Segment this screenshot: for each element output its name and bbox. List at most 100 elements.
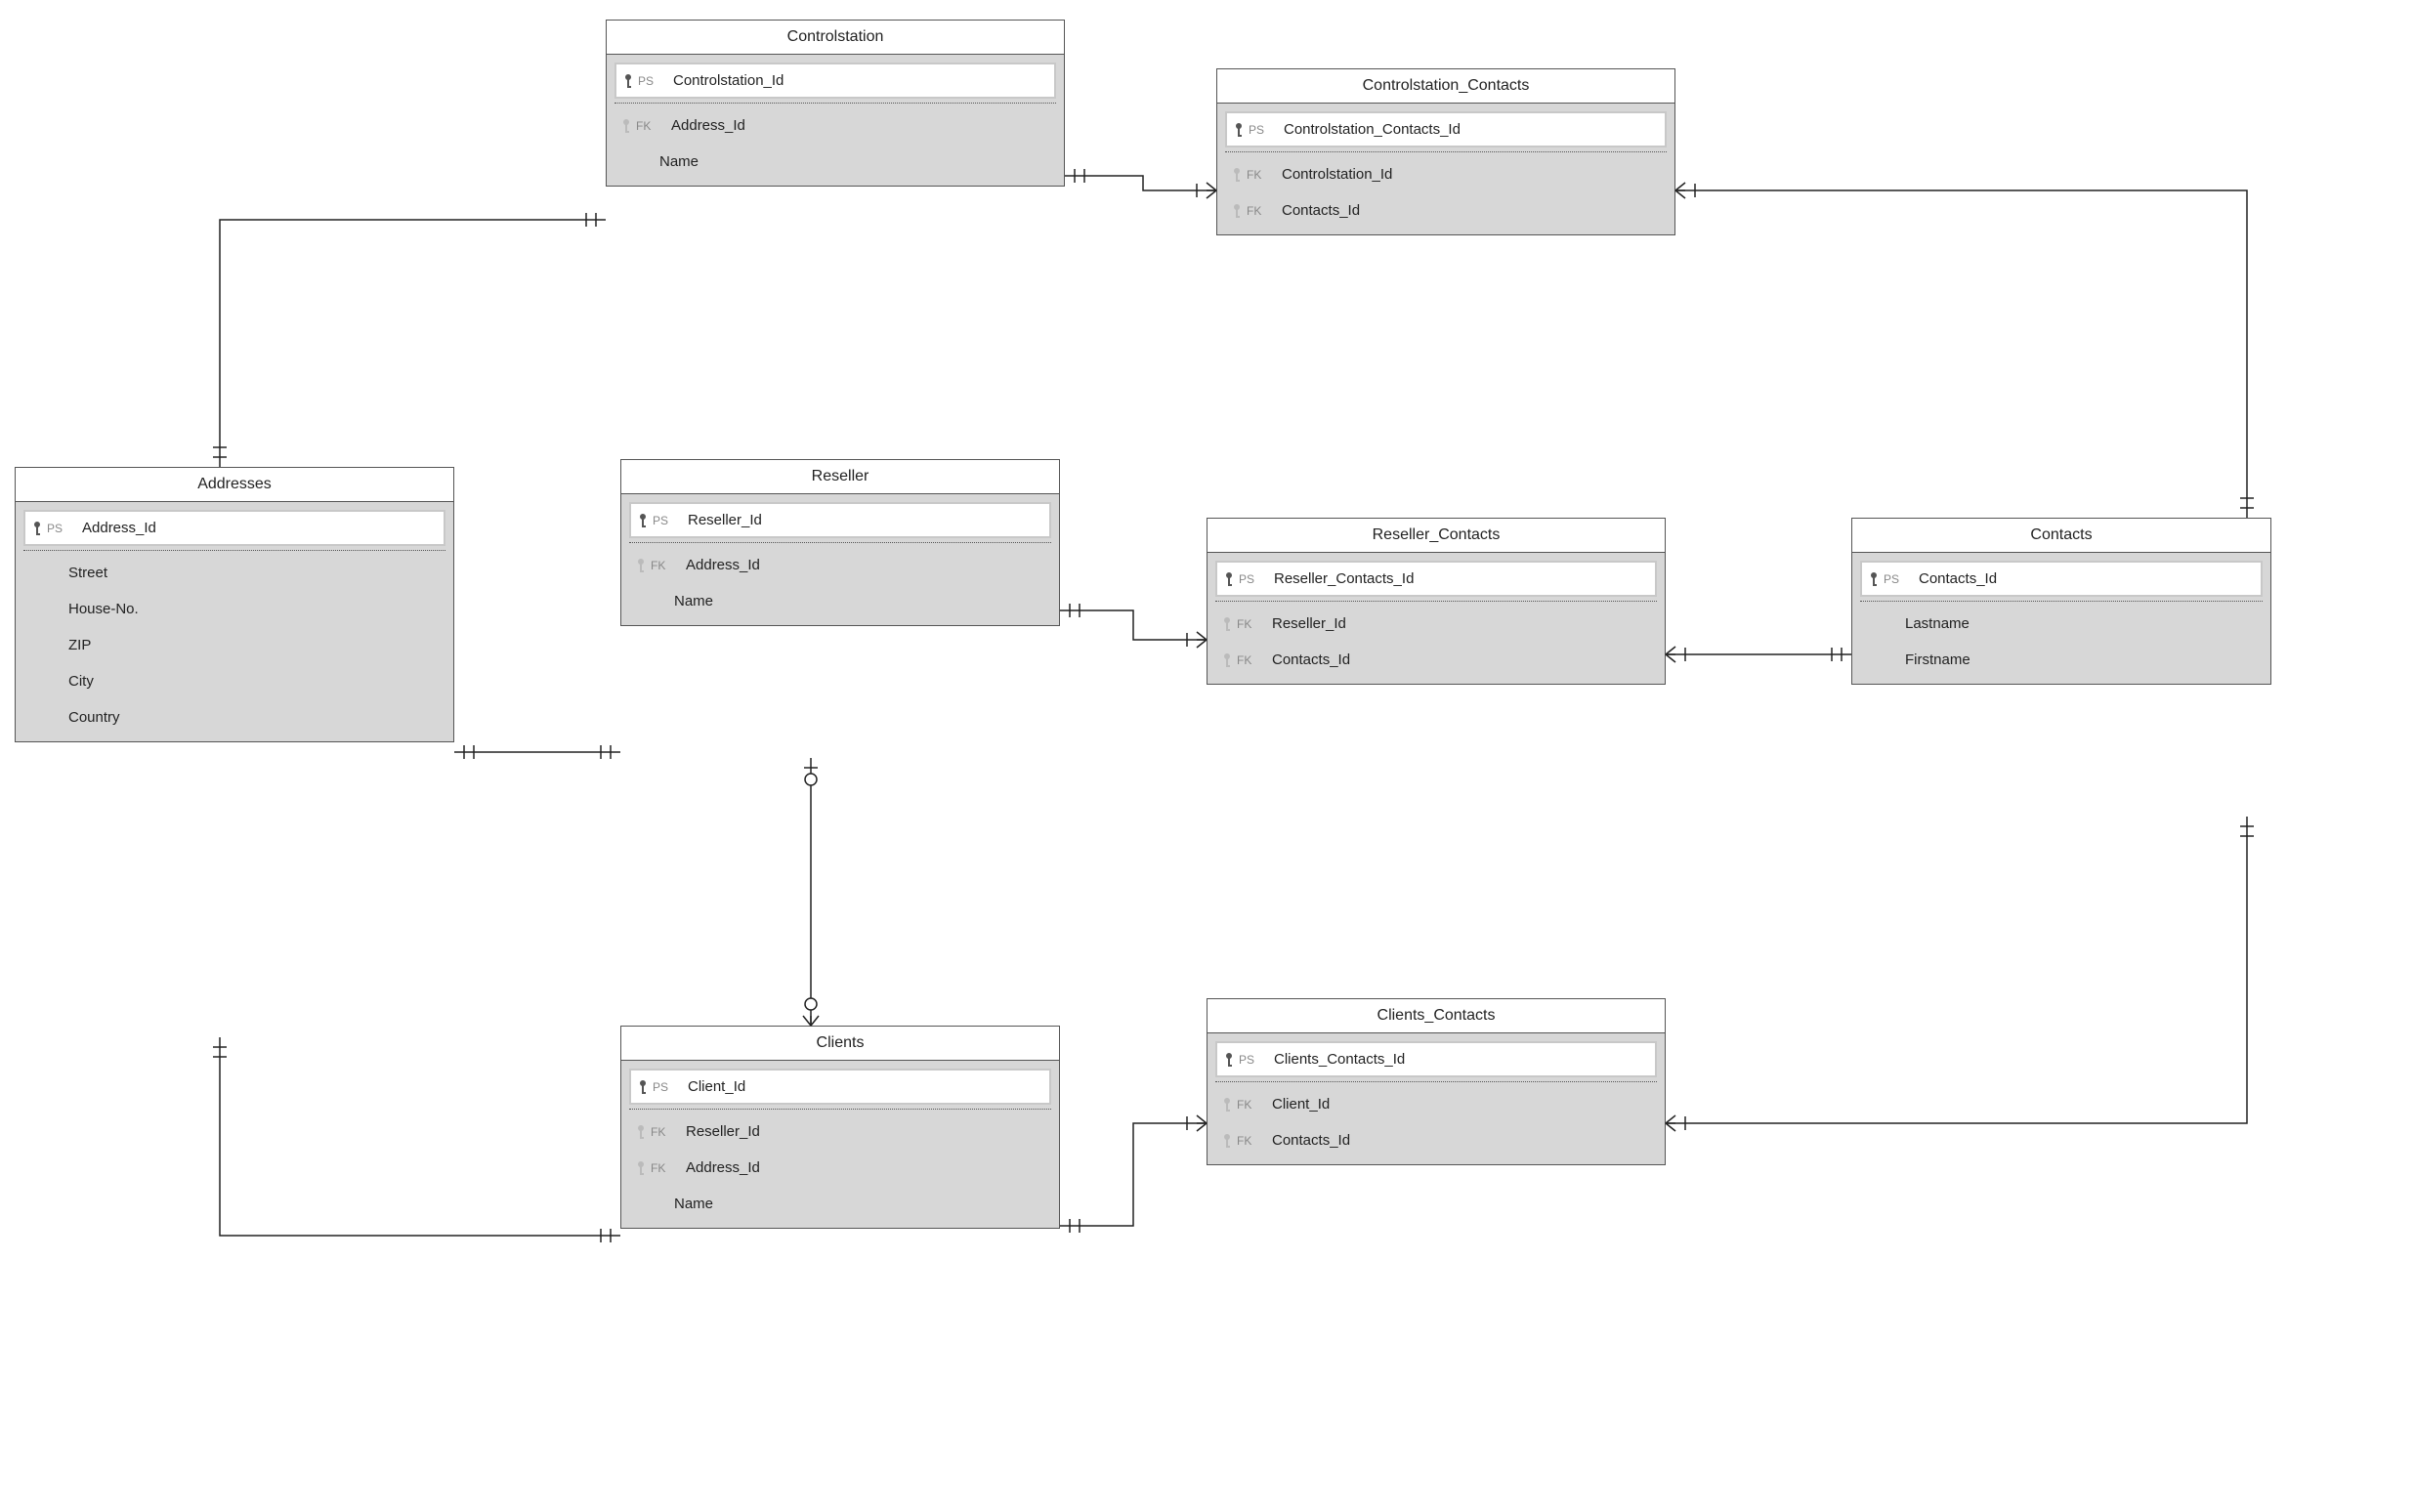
attribute-row: Street [21,555,447,591]
relationship-edge [1065,176,1216,190]
entity-body: PS Reseller_Contacts_Id FK Reseller_Id FK Con… [1208,553,1665,684]
key-type-label: PS [1239,572,1262,586]
key-type-label: FK [651,1125,674,1139]
attribute-row: FK Contacts_Id [1213,642,1659,678]
key-type-label: FK [636,119,659,133]
entity-clients: Clients PS Client_Id FK Reseller_Id FKAddress… [620,1026,1060,1229]
attribute-name: Contacts_Id [1282,202,1663,219]
attribute-row: FK Reseller_Id [627,1113,1053,1150]
attribute-name: Reseller_Id [686,1123,1047,1140]
relationship-edge [220,1037,620,1236]
attribute-row: FKAddress_Id [627,1150,1053,1186]
key-type-label: FK [1237,617,1260,631]
attribute-row: FKControlstation_Id [1223,156,1669,192]
attribute-name: Firstname [1905,651,2259,668]
key-icon [620,73,636,89]
attribute-name: Name [674,1196,1047,1212]
pk-divider [1215,601,1657,602]
attribute-name: Controlstation_Id [1282,166,1663,183]
attribute-name: Controlstation_Id [673,72,1050,89]
entity-title: Clients_Contacts [1208,999,1665,1033]
key-icon [29,521,45,536]
entity-reseller: ResellerPSReseller_IdFKAddress_IdName [620,459,1060,626]
key-type-label: PS [638,74,661,88]
attribute-row: Name [613,144,1058,180]
key-icon [633,558,649,573]
attribute-row: Name [627,1186,1053,1222]
entity-body: PS Contacts_Id Lastname Firstname [1852,553,2270,684]
attribute-row: FK Reseller_Id [1213,606,1659,642]
key-type-label: PS [653,514,676,527]
key-type-label: PS [1884,572,1907,586]
entity-controlstation_contacts: Controlstation_ContactsPSControlstation_… [1216,68,1675,235]
entity-title: Addresses [16,468,453,502]
entity-reseller_contacts: Reseller_Contacts PS Reseller_Contacts_Id F… [1207,518,1666,685]
entity-title: Reseller_Contacts [1208,519,1665,553]
attribute-row: House-No. [21,591,447,627]
primary-key-row: PSClients_Contacts_Id [1215,1041,1657,1077]
key-icon [1221,571,1237,587]
key-icon [1231,122,1247,138]
key-type-label: FK [1237,1098,1260,1112]
attribute-name: Reseller_Contacts_Id [1274,570,1651,587]
key-icon [633,1160,649,1176]
attribute-name: Contacts_Id [1272,651,1653,668]
attribute-name: Address_Id [686,557,1047,573]
key-icon [1219,1133,1235,1149]
attribute-row: Country [21,699,447,735]
key-icon [635,1079,651,1095]
er-diagram-canvas: Controlstation PS Controlstation_Id FK Addre… [0,0,2415,1512]
attribute-name: Address_Id [686,1159,1047,1176]
key-icon [633,1124,649,1140]
attribute-name: Contacts_Id [1272,1132,1653,1149]
key-type-label: PS [47,522,70,535]
connectors-layer [0,0,2415,1512]
primary-key-row: PS Reseller_Contacts_Id [1215,561,1657,597]
attribute-name: Client_Id [1272,1096,1653,1113]
relationship-edge [1666,817,2247,1123]
key-icon [1219,652,1235,668]
attribute-row: Firstname [1858,642,2265,678]
attribute-name: Name [674,593,1047,609]
key-type-label: PS [653,1080,676,1094]
entity-controlstation: Controlstation PS Controlstation_Id FK Addre… [606,20,1065,187]
primary-key-row: PSAddress_Id [23,510,445,546]
pk-divider [23,550,445,551]
attribute-name: Reseller_Id [688,512,1045,528]
primary-key-row: PS Controlstation_Contacts_Id [1225,111,1667,147]
key-type-label: FK [1237,1134,1260,1148]
entity-body: PSReseller_IdFKAddress_IdName [621,494,1059,625]
key-icon [1229,203,1245,219]
key-icon [1219,616,1235,632]
primary-key-row: PS Client_Id [629,1069,1051,1105]
entity-title: Controlstation [607,21,1064,55]
pk-divider [1860,601,2263,602]
attribute-name: City [68,673,442,690]
attribute-name: Client_Id [688,1078,1045,1095]
key-icon [1221,1052,1237,1068]
attribute-row: Lastname [1858,606,2265,642]
entity-title: Clients [621,1027,1059,1061]
attribute-name: Contacts_Id [1919,570,2257,587]
attribute-name: Address_Id [671,117,1052,134]
key-type-label: PS [1239,1053,1262,1067]
key-type-label: FK [1237,653,1260,667]
attribute-row: FK Address_Id [613,107,1058,144]
attribute-row: FK Contacts_Id [1213,1122,1659,1158]
key-type-label: PS [1249,123,1272,137]
attribute-name: Country [68,709,442,726]
attribute-name: Reseller_Id [1272,615,1653,632]
attribute-name: House-No. [68,601,442,617]
entity-body: PS Controlstation_Id FK Address_Id Name [607,55,1064,186]
relationship-edge [1060,610,1207,640]
pk-divider [614,103,1056,104]
primary-key-row: PS Reseller_Id [629,502,1051,538]
entity-body: PS Controlstation_Contacts_Id FKControlsta… [1217,104,1674,234]
key-icon [635,513,651,528]
entity-body: PSClients_Contacts_Id FK Client_Id FK Contac… [1208,1033,1665,1164]
entity-title: Reseller [621,460,1059,494]
attribute-name: Controlstation_Contacts_Id [1284,121,1661,138]
pk-divider [1225,151,1667,152]
attribute-row: FK Client_Id [1213,1086,1659,1122]
relationship-edge [220,220,606,467]
